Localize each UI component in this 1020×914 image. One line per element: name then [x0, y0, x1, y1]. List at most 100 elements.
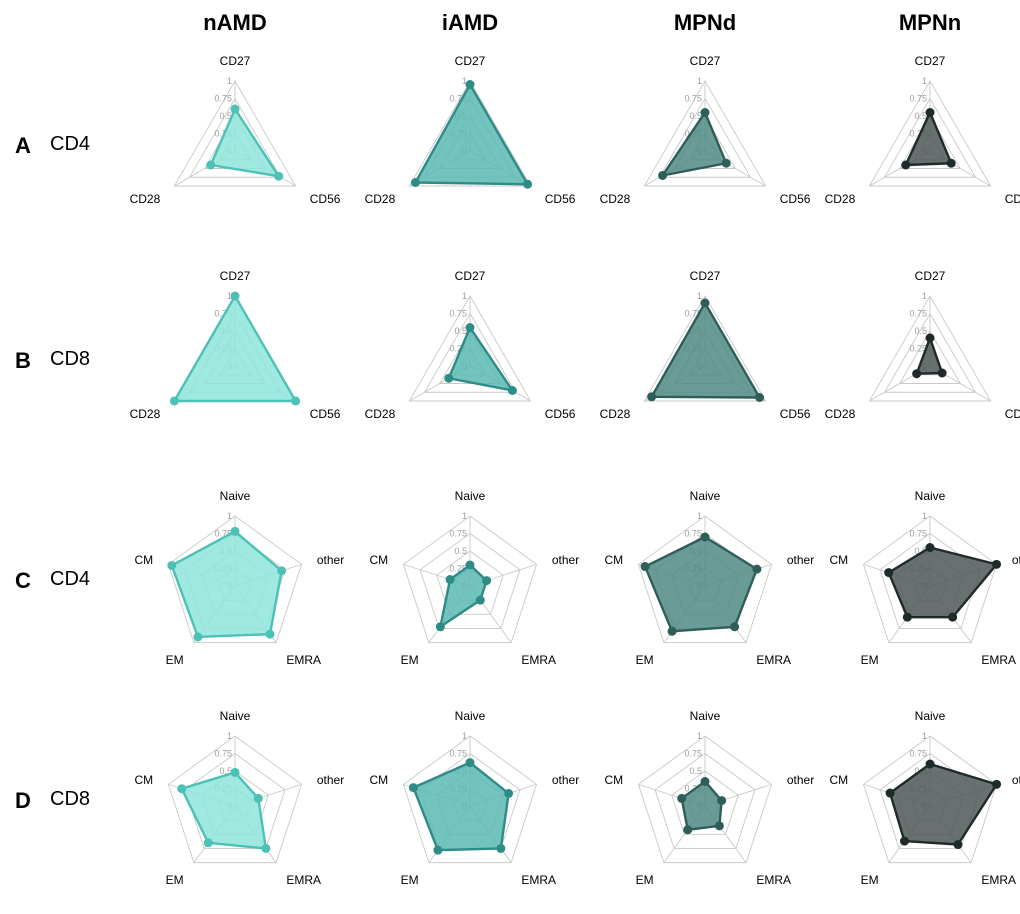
radar-cell: 00.250.50.751CD27CD56CD28: [125, 255, 345, 465]
radar-axis-label: CM: [134, 773, 153, 787]
radar-axis-label: EMRA: [981, 873, 1016, 887]
radar-tick-label: 0.75: [214, 749, 232, 759]
radar-axis-label: CD56: [780, 192, 811, 206]
radar-tick-label: 1: [462, 731, 467, 741]
radar-tick-label: 1: [462, 511, 467, 521]
radar-tick-label: 0.75: [449, 309, 467, 319]
radar-series-marker: [701, 108, 710, 117]
radar-series-marker: [231, 292, 240, 301]
radar-series-marker: [701, 533, 710, 542]
radar-axis-label: Naive: [690, 489, 721, 503]
radar-series-marker: [504, 789, 513, 798]
radar-axis-label: other: [552, 553, 579, 567]
radar-axis-label: other: [552, 773, 579, 787]
row-letter: C: [15, 568, 31, 594]
radar-series-polygon: [449, 328, 513, 391]
radar-series-marker: [926, 760, 935, 769]
radar-series-marker: [884, 568, 893, 577]
radar-axis-label: CM: [829, 773, 848, 787]
radar-axis-label: CD28: [825, 407, 856, 421]
radar-tick-label: 1: [697, 291, 702, 301]
radar-svg: 00.250.50.751CD27CD56CD28: [360, 255, 580, 465]
radar-cell: 00.250.50.751NaiveotherEMRAEMCM: [595, 695, 815, 905]
radar-series-marker: [683, 825, 692, 834]
radar-series-marker: [265, 630, 274, 639]
column-header: MPNd: [645, 10, 765, 36]
radar-axis-label: EMRA: [756, 873, 791, 887]
radar-tick-label: 1: [227, 731, 232, 741]
radar-tick-label: 0.75: [684, 529, 702, 539]
radar-axis-label: CD27: [455, 269, 486, 283]
radar-svg: 00.250.50.751CD27CD56CD28: [360, 40, 580, 250]
radar-series-marker: [641, 562, 650, 571]
radar-tick-label: 0.5: [914, 326, 927, 336]
radar-svg: 00.250.50.751NaiveotherEMRAEMCM: [125, 475, 345, 685]
radar-tick-label: 0.75: [909, 749, 927, 759]
radar-series-marker: [508, 386, 517, 395]
radar-axis-label: CD56: [310, 192, 341, 206]
radar-series-marker: [466, 758, 475, 767]
radar-axis-label: other: [1012, 553, 1020, 567]
radar-svg: 00.250.50.751CD27CD56CD28: [820, 40, 1020, 250]
radar-axis-label: EM: [166, 653, 184, 667]
radar-series-marker: [170, 397, 179, 406]
radar-axis-label: EMRA: [286, 653, 321, 667]
radar-cell: 00.250.50.751CD27CD56CD28: [360, 255, 580, 465]
radar-tick-label: 1: [697, 731, 702, 741]
radar-cell: 00.250.50.751CD27CD56CD28: [360, 40, 580, 250]
radar-svg: 00.250.50.751NaiveotherEMRAEMCM: [360, 475, 580, 685]
radar-axis-label: Naive: [690, 709, 721, 723]
radar-svg: 00.250.50.751CD27CD56CD28: [125, 255, 345, 465]
radar-cell: 00.250.50.751NaiveotherEMRAEMCM: [125, 475, 345, 685]
radar-axis-label: CD27: [915, 54, 946, 68]
radar-svg: 00.250.50.751NaiveotherEMRAEMCM: [820, 475, 1020, 685]
radar-series-marker: [231, 105, 240, 114]
radar-tick-label: 1: [462, 291, 467, 301]
radar-series-marker: [446, 575, 455, 584]
radar-axis-label: CM: [604, 773, 623, 787]
radar-series-marker: [701, 777, 710, 786]
radar-svg: 00.250.50.751NaiveotherEMRAEMCM: [595, 475, 815, 685]
radar-axis-label: EM: [636, 873, 654, 887]
radar-series-marker: [992, 780, 1001, 789]
radar-series-marker: [476, 596, 485, 605]
radar-series-marker: [730, 622, 739, 631]
radar-cell: 00.250.50.751CD27CD56CD28: [595, 40, 815, 250]
radar-series-marker: [953, 840, 962, 849]
radar-series-marker: [466, 323, 475, 332]
radar-series-polygon: [663, 113, 727, 176]
radar-axis-label: Naive: [455, 709, 486, 723]
radar-axis-label: EM: [401, 653, 419, 667]
radar-series-marker: [433, 846, 442, 855]
radar-axis-label: Naive: [220, 709, 251, 723]
radar-series-marker: [755, 393, 764, 402]
radar-series-marker: [482, 576, 491, 585]
row-letter: D: [15, 788, 31, 814]
radar-series-polygon: [174, 296, 295, 401]
radar-axis-label: CD28: [365, 192, 396, 206]
radar-axis-label: CD56: [545, 407, 576, 421]
row-label: CD4: [50, 568, 90, 591]
radar-series-marker: [496, 844, 505, 853]
radar-tick-label: 0.75: [449, 529, 467, 539]
radar-tick-label: 0.75: [909, 309, 927, 319]
radar-series-marker: [948, 613, 957, 622]
radar-series-marker: [261, 844, 270, 853]
radar-axis-label: CD28: [600, 407, 631, 421]
radar-series-marker: [466, 80, 475, 89]
radar-series-marker: [274, 172, 283, 181]
radar-series-polygon: [415, 85, 527, 185]
radar-series-marker: [926, 543, 935, 552]
radar-series-marker: [466, 561, 475, 570]
radar-tick-label: 0.75: [909, 94, 927, 104]
radar-tick-label: 0.5: [454, 326, 467, 336]
radar-cell: 00.250.50.751NaiveotherEMRAEMCM: [360, 695, 580, 905]
radar-cell: 00.250.50.751CD27CD56CD28: [820, 255, 1020, 465]
radar-axis-label: other: [787, 553, 814, 567]
radar-series-marker: [444, 374, 453, 383]
radar-series-polygon: [413, 763, 508, 851]
radar-svg: 00.250.50.751NaiveotherEMRAEMCM: [595, 695, 815, 905]
radar-tick-label: 1: [922, 731, 927, 741]
row-letter: A: [15, 133, 31, 159]
radar-axis-label: CM: [369, 773, 388, 787]
